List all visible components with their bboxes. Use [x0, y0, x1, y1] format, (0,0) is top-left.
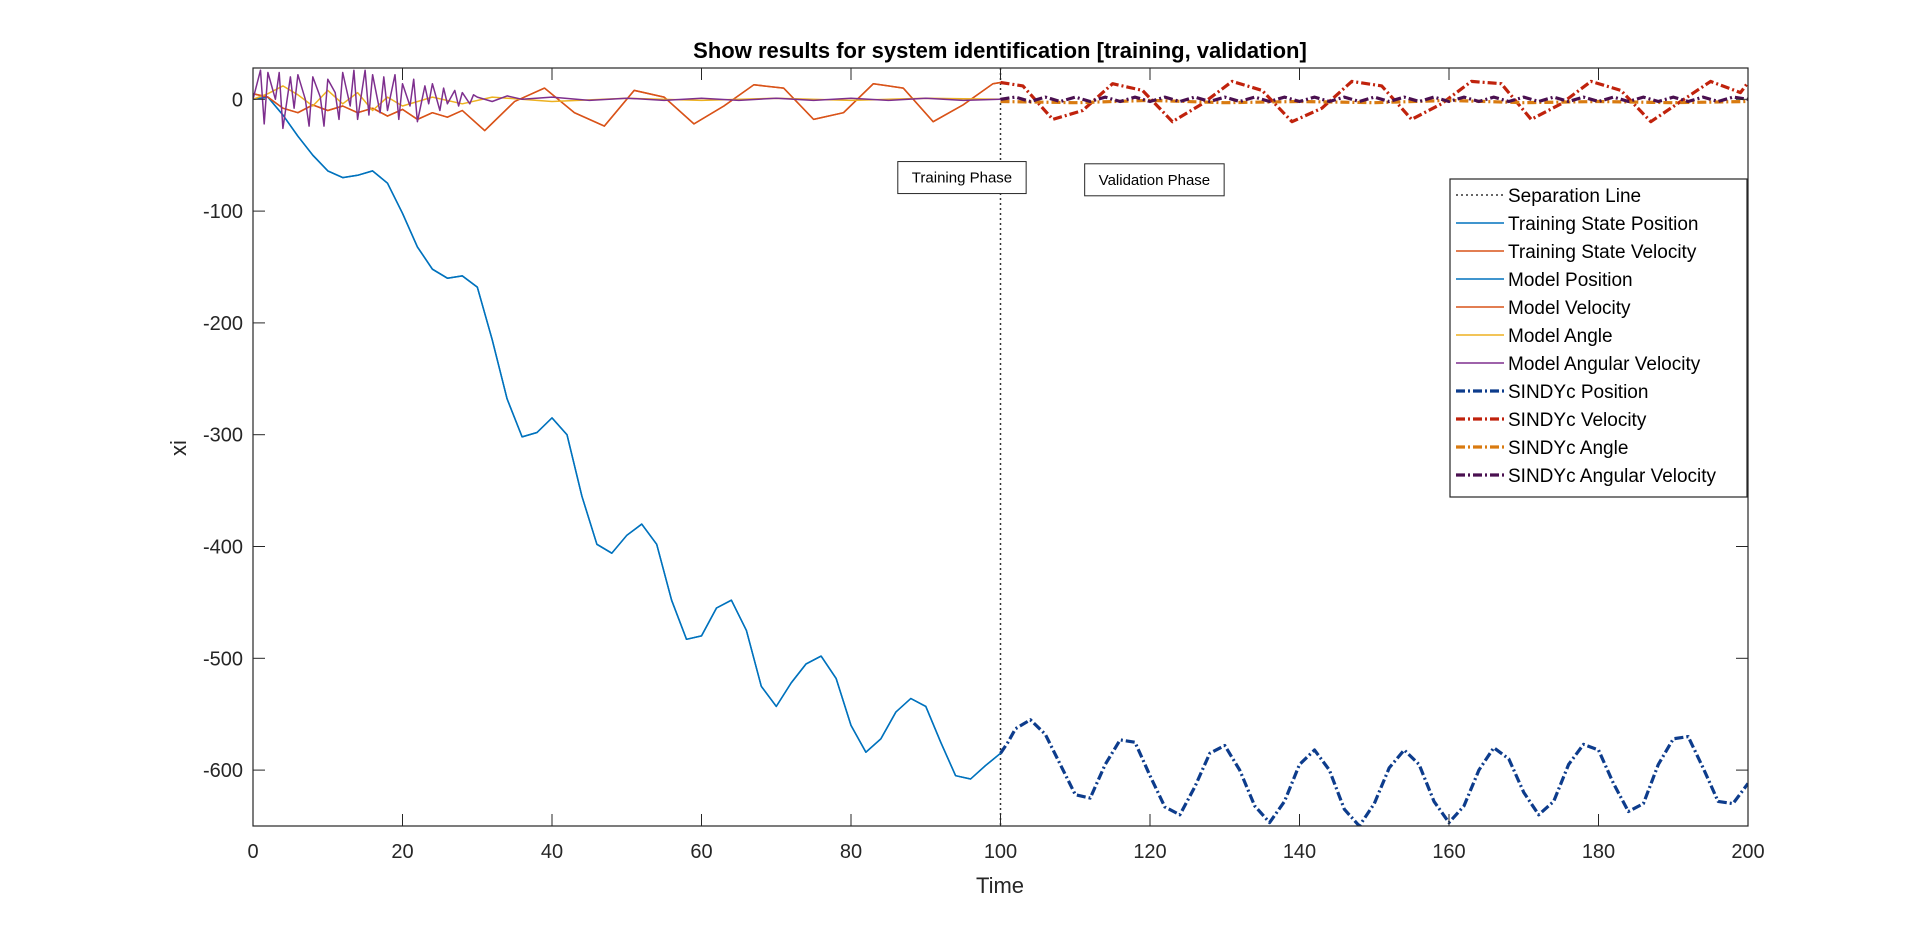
- x-tick-label: 160: [1432, 841, 1465, 863]
- series-line-sindyc-angular-velocity: [1000, 95, 1748, 104]
- legend-label-training-state-velocity: Training State Velocity: [1508, 242, 1697, 263]
- annotation-box: Validation Phase: [1084, 163, 1225, 197]
- series-line-training-state-position: [253, 96, 1001, 780]
- legend-label-model-angular-velocity: Model Angular Velocity: [1508, 354, 1701, 375]
- y-tick-label: -600: [203, 760, 243, 782]
- series-line-sindyc-angle: [1000, 98, 1748, 105]
- legend-label-separation-line: Separation Line: [1508, 186, 1641, 207]
- x-tick-label: 200: [1731, 841, 1764, 863]
- y-axis-label: xi: [166, 440, 191, 456]
- legend-label-model-velocity: Model Velocity: [1508, 298, 1631, 319]
- x-tick-label: 140: [1283, 841, 1316, 863]
- x-axis-label: Time: [976, 873, 1024, 898]
- annotation-text: Validation Phase: [1099, 172, 1210, 189]
- annotation-box: Training Phase: [897, 161, 1027, 195]
- x-tick-label: 60: [690, 841, 712, 863]
- x-tick-label: 80: [840, 841, 862, 863]
- plot-layer: [253, 68, 1748, 826]
- y-tick-label: -400: [203, 537, 243, 559]
- y-tick-label: -200: [203, 313, 243, 335]
- series-line-model-velocity: [253, 81, 1001, 132]
- x-tick-label: 120: [1133, 841, 1166, 863]
- x-tick-label: 40: [541, 841, 563, 863]
- annotation-text: Training Phase: [912, 170, 1012, 187]
- legend-label-sindyc-velocity: SINDYc Velocity: [1508, 410, 1647, 431]
- series-line-sindyc-velocity: [1000, 79, 1748, 124]
- x-tick-label: 0: [247, 841, 258, 863]
- series-line-training-state-velocity: [253, 81, 1001, 132]
- annotation-layer: Training Phase Validation Phase: [897, 161, 1225, 197]
- legend: Separation Line Training State Position Tr…: [1449, 178, 1748, 498]
- series-line-model-angular-velocity: [253, 69, 1001, 130]
- x-tick-label: 20: [391, 841, 413, 863]
- legend-label-sindyc-angle: SINDYc Angle: [1508, 438, 1628, 459]
- legend-label-model-position: Model Position: [1508, 270, 1633, 291]
- ticks-layer: 0 20 40 60 80 100 120 140 160 180 200 0 -100 -200 -300…: [203, 68, 1765, 863]
- x-tick-label: 100: [984, 841, 1017, 863]
- y-tick-label: -500: [203, 648, 243, 670]
- chart-title: Show results for system identification […: [693, 38, 1307, 63]
- y-tick-label: -100: [203, 201, 243, 223]
- series-line-model-position: [253, 96, 1001, 780]
- series-line-sindyc-position: [999, 718, 1748, 826]
- legend-label-model-angle: Model Angle: [1508, 326, 1613, 347]
- x-tick-label: 180: [1582, 841, 1615, 863]
- legend-label-sindyc-position: SINDYc Position: [1508, 382, 1648, 403]
- legend-label-sindyc-angular-velocity: SINDYc Angular Velocity: [1508, 466, 1717, 487]
- y-tick-label: -300: [203, 425, 243, 447]
- legend-label-training-state-position: Training State Position: [1508, 214, 1698, 235]
- y-tick-label: 0: [232, 89, 243, 111]
